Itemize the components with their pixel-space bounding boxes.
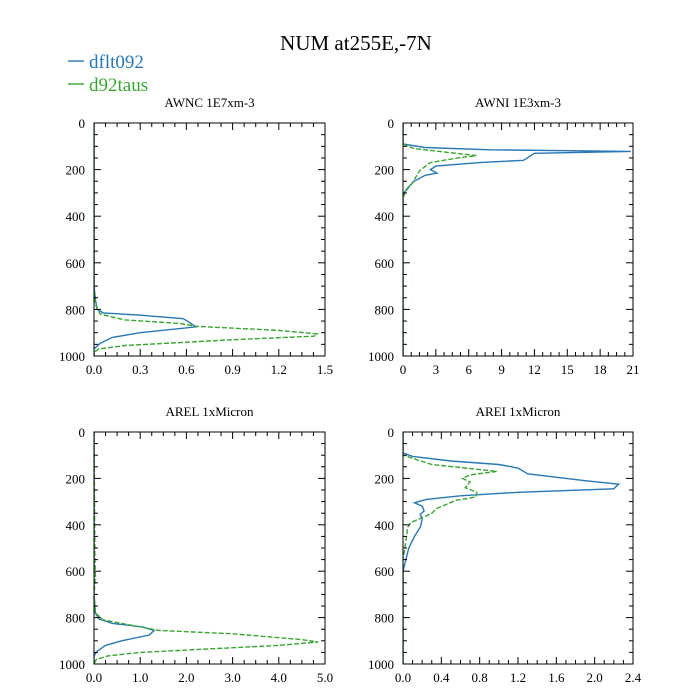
series-line-dflt092 xyxy=(403,123,631,356)
series-line-d92taus xyxy=(94,123,320,356)
y-tick-label: 200 xyxy=(375,163,395,178)
x-tick-label: 0.4 xyxy=(433,670,450,685)
panel-title: AREL 1xMicron xyxy=(166,404,254,419)
y-tick-label: 800 xyxy=(66,611,86,626)
y-tick-label: 400 xyxy=(66,209,86,224)
y-tick-label: 400 xyxy=(375,209,395,224)
x-tick-label: 0 xyxy=(400,362,407,377)
x-tick-label: 21 xyxy=(627,362,640,377)
y-tick-label: 800 xyxy=(375,611,395,626)
y-tick-label: 0 xyxy=(388,425,395,440)
y-tick-label: 200 xyxy=(66,163,86,178)
y-tick-label: 600 xyxy=(66,564,86,579)
x-tick-label: 3.0 xyxy=(224,670,240,685)
x-tick-label: 1.2 xyxy=(510,670,526,685)
y-tick-label: 1000 xyxy=(368,657,394,672)
y-tick-label: 400 xyxy=(66,518,86,533)
series-line-dflt092 xyxy=(94,432,156,664)
plot-frame xyxy=(402,122,634,357)
x-tick-label: 3 xyxy=(433,362,440,377)
panel-title: AWNI 1E3xm-3 xyxy=(475,95,561,110)
x-tick-label: 2.0 xyxy=(178,670,194,685)
chart-panel-3: AREL 1xMicron 0.0 1.0 2.0 3.0 4.0 5.0 0 200 400 60… xyxy=(59,404,333,685)
series-line-dflt092 xyxy=(403,432,621,664)
y-tick-label: 200 xyxy=(375,471,395,486)
chart-panel-4: AREI 1xMicron 0.0 0.4 0.8 1.2 1.6 2.0 2.4 0 200 40… xyxy=(368,404,642,685)
y-tick-label: 0 xyxy=(79,425,86,440)
x-tick-label: 9 xyxy=(498,362,505,377)
series-line-d92taus xyxy=(403,123,477,356)
x-tick-label: 4.0 xyxy=(271,670,287,685)
y-tick-label: 1000 xyxy=(59,657,85,672)
y-tick-label: 0 xyxy=(79,116,86,131)
x-tick-label: 5.0 xyxy=(317,670,333,685)
series-line-dflt092 xyxy=(94,123,198,356)
legend: dflt092 d92taus xyxy=(68,52,148,96)
plot-frame xyxy=(93,431,326,665)
x-tick-label: 0.3 xyxy=(132,362,148,377)
chart-panel-1: AWNC 1E7xm-3 0.0 0.3 0.6 0.9 1.2 1.5 0 200 400 600… xyxy=(59,95,333,377)
x-tick-label: 1.0 xyxy=(132,670,148,685)
x-tick-label: 1.2 xyxy=(271,362,287,377)
y-tick-label: 1000 xyxy=(368,349,394,364)
x-tick-label: 2.4 xyxy=(625,670,642,685)
y-tick-label: 400 xyxy=(375,518,395,533)
x-tick-label: 2.0 xyxy=(587,670,603,685)
panel-title: AREI 1xMicron xyxy=(476,404,561,419)
legend-label-d92taus: d92taus xyxy=(89,75,148,96)
chart-panel-2: AWNI 1E3xm-3 0 3 6 9 12 15 18 21 0 200 400 600 800 100… xyxy=(368,95,640,377)
x-tick-label: 15 xyxy=(561,362,574,377)
x-tick-label: 0.0 xyxy=(86,362,102,377)
figure-title: NUM at255E,-7N xyxy=(280,31,432,55)
chart-panels: AWNC 1E7xm-30.0 0.3 0.6 0.9 1.2 1.50200400600… xyxy=(59,95,642,685)
y-tick-label: 200 xyxy=(66,471,86,486)
x-tick-label: 0.0 xyxy=(86,670,102,685)
y-tick-label: 0 xyxy=(388,116,395,131)
x-tick-label: 1.5 xyxy=(317,362,333,377)
y-tick-label: 600 xyxy=(375,564,395,579)
series-line-d92taus xyxy=(403,432,497,664)
x-tick-label: 6 xyxy=(465,362,472,377)
legend-label-dflt092: dflt092 xyxy=(89,52,144,73)
y-tick-label: 1000 xyxy=(59,349,85,364)
series-line-d92taus xyxy=(94,432,319,664)
x-tick-label: 0.0 xyxy=(395,670,411,685)
plot-frame xyxy=(402,431,634,665)
x-tick-label: 0.6 xyxy=(178,362,195,377)
panel-title: AWNC 1E7xm-3 xyxy=(164,95,254,110)
x-tick-label: 1.6 xyxy=(548,670,565,685)
plot-frame xyxy=(93,122,326,357)
x-tick-label: 0.9 xyxy=(224,362,240,377)
x-tick-label: 18 xyxy=(594,362,607,377)
y-tick-label: 600 xyxy=(66,256,86,271)
x-tick-label: 0.8 xyxy=(472,670,488,685)
y-tick-label: 800 xyxy=(66,302,86,317)
y-tick-label: 600 xyxy=(375,256,395,271)
x-tick-label: 12 xyxy=(528,362,541,377)
y-tick-label: 800 xyxy=(375,302,395,317)
